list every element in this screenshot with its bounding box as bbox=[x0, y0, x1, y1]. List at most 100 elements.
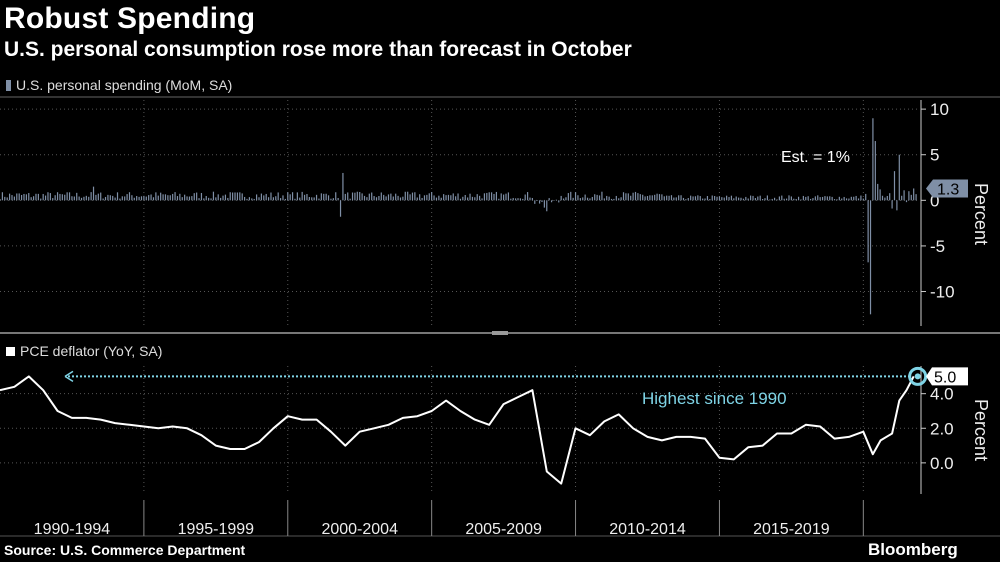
spending-bar bbox=[853, 196, 855, 201]
pce-last-point bbox=[914, 373, 921, 380]
spending-bar bbox=[167, 195, 169, 201]
spending-bar bbox=[905, 200, 908, 203]
spending-bar bbox=[526, 192, 529, 201]
spending-bar bbox=[769, 199, 771, 201]
spending-bar bbox=[570, 191, 572, 201]
spending-bar bbox=[371, 192, 373, 201]
spending-bars bbox=[0, 118, 917, 315]
spending-bar bbox=[455, 196, 457, 201]
spending-bar bbox=[16, 193, 18, 201]
spending-bar bbox=[795, 198, 797, 201]
spending-bar bbox=[426, 194, 428, 201]
spending-bar bbox=[891, 200, 893, 209]
spending-bar bbox=[198, 198, 200, 201]
spending-bar bbox=[512, 197, 514, 201]
spending-bar bbox=[577, 195, 579, 201]
spending-bar bbox=[857, 198, 860, 201]
spending-bar bbox=[788, 195, 790, 201]
spending-bar bbox=[337, 197, 339, 201]
spending-bar bbox=[294, 198, 296, 201]
spending-bar bbox=[284, 198, 286, 201]
spending-bar bbox=[620, 197, 622, 201]
spending-bar bbox=[644, 196, 646, 201]
spending-bar bbox=[742, 198, 745, 201]
spending-bar bbox=[548, 198, 550, 201]
x-category-label: 1990-1994 bbox=[34, 521, 111, 538]
spending-bar bbox=[558, 200, 560, 203]
spending-bar bbox=[435, 197, 438, 201]
spending-bar bbox=[901, 195, 903, 201]
spending-bar bbox=[342, 172, 344, 201]
spending-bar bbox=[97, 193, 99, 201]
spending-bar bbox=[817, 195, 819, 201]
spending-bar bbox=[83, 196, 85, 201]
spending-bar bbox=[730, 195, 733, 201]
spending-bar bbox=[514, 198, 517, 201]
spending-bar bbox=[510, 198, 512, 201]
spending-bar bbox=[11, 195, 13, 201]
spending-bar bbox=[747, 198, 749, 201]
spending-bar bbox=[658, 194, 661, 201]
spending-bar bbox=[829, 196, 831, 201]
spending-bar bbox=[531, 197, 533, 201]
spending-bar bbox=[102, 198, 104, 201]
spending-bar bbox=[536, 200, 538, 201]
spending-bar bbox=[212, 191, 215, 201]
spending-bar bbox=[841, 198, 843, 201]
spending-bar bbox=[622, 192, 625, 201]
spending-bar bbox=[481, 198, 483, 201]
reference-arrow-head bbox=[64, 370, 74, 383]
spending-bar bbox=[860, 195, 862, 201]
spending-bar bbox=[356, 191, 358, 201]
panel-resize-handle bbox=[492, 331, 508, 335]
spending-bar bbox=[706, 196, 709, 201]
spending-bar bbox=[64, 194, 66, 201]
spending-bar bbox=[785, 198, 788, 201]
spending-bar bbox=[88, 196, 90, 201]
spending-bar bbox=[632, 192, 634, 201]
spending-bar bbox=[646, 195, 649, 201]
spending-bar bbox=[584, 194, 586, 201]
spending-bar bbox=[227, 197, 229, 201]
spending-bar bbox=[363, 195, 366, 201]
spending-bar bbox=[277, 192, 279, 201]
spending-bar bbox=[802, 195, 804, 201]
spending-bar bbox=[862, 198, 864, 201]
spending-bar bbox=[735, 196, 737, 201]
spending-bar bbox=[836, 199, 838, 201]
spending-bar bbox=[205, 195, 207, 201]
pce-last-point-ring bbox=[908, 366, 928, 386]
spending-bar bbox=[553, 200, 555, 201]
spending-bar bbox=[78, 196, 80, 201]
spending-bar bbox=[649, 195, 651, 201]
spending-bar bbox=[402, 196, 404, 201]
spending-bar bbox=[809, 198, 812, 201]
spending-bar bbox=[399, 197, 402, 201]
spending-bar bbox=[296, 192, 298, 201]
spending-bar bbox=[582, 197, 584, 201]
spending-bar bbox=[6, 197, 8, 201]
spending-bar bbox=[95, 194, 97, 201]
spending-bar bbox=[464, 194, 466, 201]
spending-bar bbox=[44, 195, 47, 201]
spending-bar bbox=[711, 195, 713, 201]
spending-bar bbox=[467, 197, 469, 201]
spending-bar bbox=[390, 193, 392, 201]
spending-bar bbox=[49, 193, 51, 201]
spending-bar bbox=[507, 192, 510, 201]
spending-bar bbox=[313, 197, 315, 201]
spending-bar bbox=[757, 196, 759, 201]
spending-bar bbox=[47, 192, 49, 201]
spending-bar bbox=[128, 192, 131, 201]
spending-bar bbox=[550, 200, 553, 203]
spending-bar bbox=[251, 198, 253, 201]
spending-bar bbox=[812, 198, 814, 201]
spending-bar bbox=[306, 193, 308, 201]
spending-bar bbox=[200, 192, 203, 201]
spending-bar bbox=[716, 196, 718, 201]
spending-bar bbox=[351, 192, 354, 201]
spending-bar bbox=[833, 199, 836, 201]
spending-bar bbox=[315, 194, 318, 201]
spending-bar bbox=[781, 195, 783, 201]
spending-bar bbox=[673, 197, 675, 201]
